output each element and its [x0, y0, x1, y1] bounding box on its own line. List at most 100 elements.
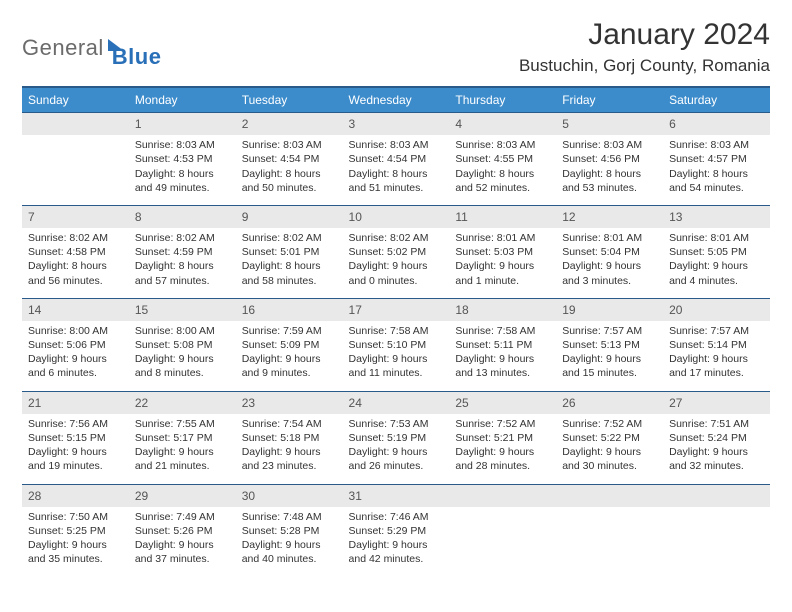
- daylight-line: Daylight: 9 hours and 19 minutes.: [28, 445, 123, 473]
- daylight-line: Daylight: 8 hours and 51 minutes.: [349, 167, 444, 195]
- calendar-cell: [556, 484, 663, 576]
- calendar-cell: 18Sunrise: 7:58 AMSunset: 5:11 PMDayligh…: [449, 298, 556, 391]
- daylight-line: Daylight: 8 hours and 54 minutes.: [669, 167, 764, 195]
- day-number: 16: [236, 299, 343, 321]
- sunrise-line: Sunrise: 7:54 AM: [242, 417, 337, 431]
- sunrise-line: Sunrise: 8:03 AM: [455, 138, 550, 152]
- sunset-line: Sunset: 5:13 PM: [562, 338, 657, 352]
- daylight-line: Daylight: 8 hours and 53 minutes.: [562, 167, 657, 195]
- sunset-line: Sunset: 4:59 PM: [135, 245, 230, 259]
- sunset-line: Sunset: 5:19 PM: [349, 431, 444, 445]
- calendar-body: 1Sunrise: 8:03 AMSunset: 4:53 PMDaylight…: [22, 113, 770, 577]
- calendar-cell: 24Sunrise: 7:53 AMSunset: 5:19 PMDayligh…: [343, 391, 450, 484]
- sunrise-line: Sunrise: 8:02 AM: [135, 231, 230, 245]
- sunrise-line: Sunrise: 7:55 AM: [135, 417, 230, 431]
- daylight-line: Daylight: 9 hours and 4 minutes.: [669, 259, 764, 287]
- day-number: 26: [556, 392, 663, 414]
- day-details: Sunrise: 8:01 AMSunset: 5:03 PMDaylight:…: [449, 228, 556, 298]
- day-number: 23: [236, 392, 343, 414]
- daylight-line: Daylight: 9 hours and 28 minutes.: [455, 445, 550, 473]
- month-title: January 2024: [519, 18, 770, 52]
- daylight-line: Daylight: 8 hours and 52 minutes.: [455, 167, 550, 195]
- sunset-line: Sunset: 5:02 PM: [349, 245, 444, 259]
- calendar-row: 21Sunrise: 7:56 AMSunset: 5:15 PMDayligh…: [22, 391, 770, 484]
- calendar-cell: 22Sunrise: 7:55 AMSunset: 5:17 PMDayligh…: [129, 391, 236, 484]
- day-number: 28: [22, 485, 129, 507]
- calendar-row: 14Sunrise: 8:00 AMSunset: 5:06 PMDayligh…: [22, 298, 770, 391]
- daylight-line: Daylight: 9 hours and 8 minutes.: [135, 352, 230, 380]
- calendar-row: 1Sunrise: 8:03 AMSunset: 4:53 PMDaylight…: [22, 113, 770, 206]
- day-number: 25: [449, 392, 556, 414]
- sunrise-line: Sunrise: 7:46 AM: [349, 510, 444, 524]
- day-details: Sunrise: 7:57 AMSunset: 5:13 PMDaylight:…: [556, 321, 663, 391]
- day-number: 3: [343, 113, 450, 135]
- day-details: Sunrise: 7:59 AMSunset: 5:09 PMDaylight:…: [236, 321, 343, 391]
- sunset-line: Sunset: 5:08 PM: [135, 338, 230, 352]
- sunset-line: Sunset: 5:21 PM: [455, 431, 550, 445]
- weekday-header: Tuesday: [236, 87, 343, 113]
- day-details: Sunrise: 7:58 AMSunset: 5:10 PMDaylight:…: [343, 321, 450, 391]
- day-number: 8: [129, 206, 236, 228]
- day-details: Sunrise: 7:46 AMSunset: 5:29 PMDaylight:…: [343, 507, 450, 577]
- sunset-line: Sunset: 5:01 PM: [242, 245, 337, 259]
- day-details: Sunrise: 8:02 AMSunset: 5:02 PMDaylight:…: [343, 228, 450, 298]
- day-details: Sunrise: 7:51 AMSunset: 5:24 PMDaylight:…: [663, 414, 770, 484]
- day-details: Sunrise: 7:57 AMSunset: 5:14 PMDaylight:…: [663, 321, 770, 391]
- daylight-line: Daylight: 9 hours and 1 minute.: [455, 259, 550, 287]
- calendar-row: 28Sunrise: 7:50 AMSunset: 5:25 PMDayligh…: [22, 484, 770, 576]
- calendar-table: SundayMondayTuesdayWednesdayThursdayFrid…: [22, 86, 770, 576]
- day-number: 20: [663, 299, 770, 321]
- calendar-cell: 5Sunrise: 8:03 AMSunset: 4:56 PMDaylight…: [556, 113, 663, 206]
- day-details: Sunrise: 7:55 AMSunset: 5:17 PMDaylight:…: [129, 414, 236, 484]
- day-details: Sunrise: 8:00 AMSunset: 5:08 PMDaylight:…: [129, 321, 236, 391]
- calendar-cell: 1Sunrise: 8:03 AMSunset: 4:53 PMDaylight…: [129, 113, 236, 206]
- calendar-cell: 11Sunrise: 8:01 AMSunset: 5:03 PMDayligh…: [449, 205, 556, 298]
- weekday-header: Wednesday: [343, 87, 450, 113]
- daylight-line: Daylight: 9 hours and 0 minutes.: [349, 259, 444, 287]
- sunset-line: Sunset: 4:54 PM: [242, 152, 337, 166]
- day-number: 31: [343, 485, 450, 507]
- day-details: Sunrise: 8:03 AMSunset: 4:54 PMDaylight:…: [343, 135, 450, 205]
- day-details: Sunrise: 7:53 AMSunset: 5:19 PMDaylight:…: [343, 414, 450, 484]
- sunrise-line: Sunrise: 7:51 AM: [669, 417, 764, 431]
- calendar-cell: 12Sunrise: 8:01 AMSunset: 5:04 PMDayligh…: [556, 205, 663, 298]
- sunset-line: Sunset: 4:57 PM: [669, 152, 764, 166]
- calendar-cell: 26Sunrise: 7:52 AMSunset: 5:22 PMDayligh…: [556, 391, 663, 484]
- sunrise-line: Sunrise: 8:01 AM: [562, 231, 657, 245]
- calendar-cell: 13Sunrise: 8:01 AMSunset: 5:05 PMDayligh…: [663, 205, 770, 298]
- sunrise-line: Sunrise: 7:52 AM: [562, 417, 657, 431]
- calendar-cell: 17Sunrise: 7:58 AMSunset: 5:10 PMDayligh…: [343, 298, 450, 391]
- weekday-header: Monday: [129, 87, 236, 113]
- calendar-cell: 28Sunrise: 7:50 AMSunset: 5:25 PMDayligh…: [22, 484, 129, 576]
- sunrise-line: Sunrise: 8:03 AM: [242, 138, 337, 152]
- day-number-empty: [22, 113, 129, 135]
- calendar-cell: 16Sunrise: 7:59 AMSunset: 5:09 PMDayligh…: [236, 298, 343, 391]
- calendar-cell: 31Sunrise: 7:46 AMSunset: 5:29 PMDayligh…: [343, 484, 450, 576]
- daylight-line: Daylight: 9 hours and 15 minutes.: [562, 352, 657, 380]
- calendar-cell: 29Sunrise: 7:49 AMSunset: 5:26 PMDayligh…: [129, 484, 236, 576]
- day-details: Sunrise: 7:49 AMSunset: 5:26 PMDaylight:…: [129, 507, 236, 577]
- day-number: 7: [22, 206, 129, 228]
- day-details: Sunrise: 7:48 AMSunset: 5:28 PMDaylight:…: [236, 507, 343, 577]
- weekday-header: Thursday: [449, 87, 556, 113]
- location-label: Bustuchin, Gorj County, Romania: [519, 56, 770, 76]
- sunset-line: Sunset: 4:53 PM: [135, 152, 230, 166]
- day-number: 15: [129, 299, 236, 321]
- day-details: Sunrise: 8:02 AMSunset: 4:59 PMDaylight:…: [129, 228, 236, 298]
- daylight-line: Daylight: 9 hours and 13 minutes.: [455, 352, 550, 380]
- day-number: 1: [129, 113, 236, 135]
- daylight-line: Daylight: 9 hours and 23 minutes.: [242, 445, 337, 473]
- sunset-line: Sunset: 5:05 PM: [669, 245, 764, 259]
- calendar-cell: 15Sunrise: 8:00 AMSunset: 5:08 PMDayligh…: [129, 298, 236, 391]
- weekday-header: Saturday: [663, 87, 770, 113]
- sunset-line: Sunset: 5:22 PM: [562, 431, 657, 445]
- day-number: 12: [556, 206, 663, 228]
- sunrise-line: Sunrise: 8:00 AM: [135, 324, 230, 338]
- sunrise-line: Sunrise: 8:03 AM: [669, 138, 764, 152]
- sunrise-line: Sunrise: 8:03 AM: [135, 138, 230, 152]
- sunrise-line: Sunrise: 7:58 AM: [349, 324, 444, 338]
- day-details: Sunrise: 8:03 AMSunset: 4:54 PMDaylight:…: [236, 135, 343, 205]
- calendar-cell: 25Sunrise: 7:52 AMSunset: 5:21 PMDayligh…: [449, 391, 556, 484]
- sunrise-line: Sunrise: 7:57 AM: [562, 324, 657, 338]
- calendar-row: 7Sunrise: 8:02 AMSunset: 4:58 PMDaylight…: [22, 205, 770, 298]
